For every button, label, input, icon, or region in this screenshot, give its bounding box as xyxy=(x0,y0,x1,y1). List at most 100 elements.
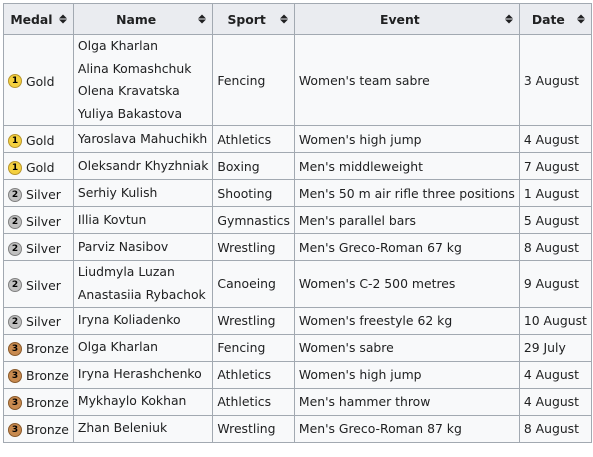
medal-cell: 2 Silver xyxy=(3,306,74,335)
table-row: 3 Bronze Olga Kharlan Fencing Women's sabre 2… xyxy=(3,333,592,362)
medal-cell: 3 Bronze xyxy=(3,387,74,416)
medal-label: Bronze xyxy=(26,368,69,384)
medal-label: Silver xyxy=(26,187,61,203)
gold-medal-icon: 1 xyxy=(8,160,22,175)
silver-medal-icon: 2 xyxy=(8,241,22,256)
sport-cell: Shooting xyxy=(212,179,295,208)
athlete-name[interactable]: Alina Komashchuk xyxy=(77,60,192,76)
athlete-name[interactable]: Liudmyla Luzan xyxy=(77,264,175,280)
athlete-name[interactable]: Olga Kharlan xyxy=(77,339,159,355)
sport-cell: Canoeing xyxy=(212,260,295,308)
header-label: Event xyxy=(380,11,420,27)
name-cell: Iryna Herashchenko xyxy=(72,360,214,389)
table-row: 1 Gold Oleksandr Khyzhniak Boxing Men's midd… xyxy=(3,152,592,181)
event-cell: Women's sabre xyxy=(293,333,520,362)
bronze-medal-icon: 3 xyxy=(8,368,22,383)
sport-cell: Athletics xyxy=(212,125,295,154)
silver-medal-icon: 2 xyxy=(8,187,22,202)
name-cell: Iryna Koliadenko xyxy=(72,306,214,335)
name-cell: Oleksandr Khyzhniak xyxy=(72,152,214,181)
sort-icon[interactable] xyxy=(576,14,585,24)
header-medal[interactable]: Medal xyxy=(3,3,74,35)
event-cell: Men's Greco-Roman 87 kg xyxy=(293,414,520,443)
athlete-name[interactable]: Iryna Herashchenko xyxy=(77,366,202,382)
table-header-row: Medal Name Sport Event Date xyxy=(3,3,592,35)
date-cell: 1 August xyxy=(518,179,592,208)
athlete-name[interactable]: Zhan Beleniuk xyxy=(77,420,168,436)
table-row: 2 Silver Serhiy Kulish Shooting Men's 50 m a… xyxy=(3,179,592,208)
header-label: Sport xyxy=(227,11,266,27)
name-cell: Olga Kharlan Alina Komashchuk Olena Kravat… xyxy=(72,33,214,127)
header-sport[interactable]: Sport xyxy=(212,3,295,35)
sport-cell: Athletics xyxy=(212,360,295,389)
medal-cell: 1 Gold xyxy=(3,125,74,154)
event-cell: Women's C-2 500 metres xyxy=(293,260,520,308)
sort-icon[interactable] xyxy=(198,14,207,24)
date-cell: 5 August xyxy=(518,206,592,235)
athlete-name[interactable]: Olena Kravatska xyxy=(77,83,180,99)
sort-icon[interactable] xyxy=(504,14,513,24)
table-row: 3 Bronze Zhan Beleniuk Wrestling Men's Greco… xyxy=(3,414,592,443)
athlete-name[interactable]: Yuliya Bakastova xyxy=(77,105,183,121)
table-row: 1 Gold Olga Kharlan Alina Komashchuk Olena K… xyxy=(3,33,592,127)
sort-icon[interactable] xyxy=(279,14,288,24)
name-cell: Olga Kharlan xyxy=(72,333,214,362)
table-row: 3 Bronze Mykhaylo Kokhan Athletics Men's ham… xyxy=(3,387,592,416)
name-cell: Zhan Beleniuk xyxy=(72,414,214,443)
athlete-name[interactable]: Yaroslava Mahuchikh xyxy=(77,131,208,147)
medal-cell: 2 Silver xyxy=(3,233,74,262)
athlete-name[interactable]: Parviz Nasibov xyxy=(77,239,169,255)
event-cell: Women's freestyle 62 kg xyxy=(293,306,520,335)
date-cell: 4 August xyxy=(518,360,592,389)
event-cell: Women's high jump xyxy=(293,125,520,154)
medal-label: Silver xyxy=(26,314,61,330)
event-cell: Women's team sabre xyxy=(293,33,520,127)
medal-cell: 1 Gold xyxy=(3,33,74,127)
name-cell: Parviz Nasibov xyxy=(72,233,214,262)
medal-label: Gold xyxy=(26,73,55,89)
sport-cell: Athletics xyxy=(212,387,295,416)
medal-label: Silver xyxy=(26,277,61,293)
event-cell: Men's hammer throw xyxy=(293,387,520,416)
header-label: Name xyxy=(116,11,157,27)
athlete-name[interactable]: Iryna Koliadenko xyxy=(77,312,181,328)
sport-cell: Fencing xyxy=(212,333,295,362)
table-row: 3 Bronze Iryna Herashchenko Athletics Women'… xyxy=(3,360,592,389)
medal-label: Bronze xyxy=(26,395,69,411)
medal-label: Gold xyxy=(26,133,55,149)
event-cell: Men's Greco-Roman 67 kg xyxy=(293,233,520,262)
medal-cell: 3 Bronze xyxy=(3,333,74,362)
header-date[interactable]: Date xyxy=(518,3,592,35)
sport-cell: Boxing xyxy=(212,152,295,181)
sort-icon[interactable] xyxy=(58,14,67,24)
table-row: 2 Silver Illia Kovtun Gymnastics Men's paral… xyxy=(3,206,592,235)
athlete-name[interactable]: Oleksandr Khyzhniak xyxy=(77,158,209,174)
event-cell: Men's parallel bars xyxy=(293,206,520,235)
date-cell: 4 August xyxy=(518,125,592,154)
athlete-name[interactable]: Olga Kharlan xyxy=(77,38,159,53)
sport-cell: Wrestling xyxy=(212,233,295,262)
athlete-name[interactable]: Mykhaylo Kokhan xyxy=(77,393,187,409)
table-row: 1 Gold Yaroslava Mahuchikh Athletics Women's… xyxy=(3,125,592,154)
athlete-name[interactable]: Illia Kovtun xyxy=(77,212,147,228)
medal-label: Bronze xyxy=(26,422,69,438)
silver-medal-icon: 2 xyxy=(8,214,22,229)
header-event[interactable]: Event xyxy=(293,3,520,35)
medal-label: Silver xyxy=(26,214,61,230)
date-cell: 4 August xyxy=(518,387,592,416)
table-body: 1 Gold Olga Kharlan Alina Komashchuk Olena K… xyxy=(3,33,592,443)
medal-cell: 2 Silver xyxy=(3,260,74,308)
athlete-name[interactable]: Anastasiia Rybachok xyxy=(77,286,206,302)
medal-cell: 1 Gold xyxy=(3,152,74,181)
silver-medal-icon: 2 xyxy=(8,314,22,329)
medal-cell: 3 Bronze xyxy=(3,414,74,443)
sport-cell: Wrestling xyxy=(212,306,295,335)
table-row: 2 Silver Liudmyla Luzan Anastasiia Rybachok… xyxy=(3,260,592,308)
event-cell: Men's 50 m air rifle three positions xyxy=(293,179,520,208)
date-cell: 7 August xyxy=(518,152,592,181)
athlete-name[interactable]: Serhiy Kulish xyxy=(77,185,158,201)
medal-label: Bronze xyxy=(26,341,69,357)
header-name[interactable]: Name xyxy=(72,3,214,35)
date-cell: 8 August xyxy=(518,414,592,443)
date-cell: 3 August xyxy=(518,33,592,127)
